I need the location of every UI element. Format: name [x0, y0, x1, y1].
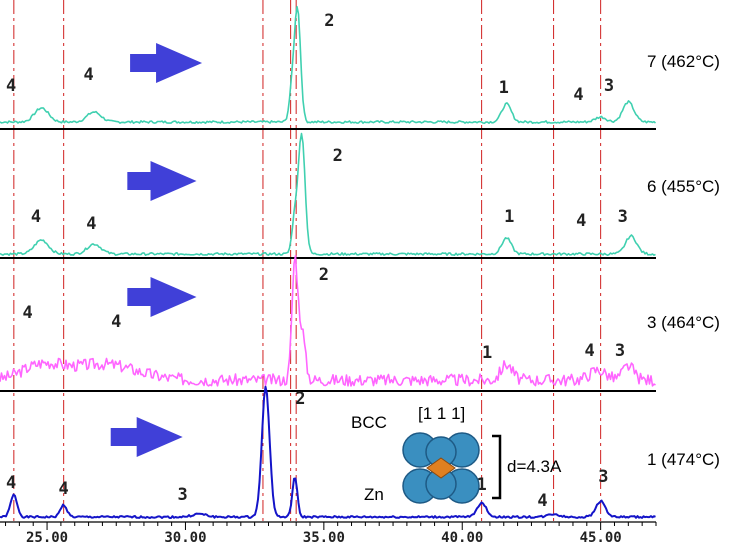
peak-label: 4 — [111, 312, 121, 332]
spectrum-trace — [0, 255, 656, 387]
bcc-crystal-icon — [402, 432, 502, 504]
shift-arrow-icon — [130, 43, 203, 83]
peak-label: 1 — [476, 475, 486, 495]
shift-arrow-icon — [127, 161, 197, 201]
spectrum-trace — [0, 385, 656, 519]
peak-labels: 4 4 2 1 4 3 4 4 2 1 4 3 4 4 2 1 4 3 4 4 3 2 1 4 3 — [6, 11, 628, 511]
peak-label: 2 — [333, 146, 343, 166]
element-label: Zn — [364, 485, 384, 504]
spectrum-trace — [0, 5, 657, 124]
peak-label: 1 — [504, 207, 514, 227]
peak-label: 3 — [178, 485, 188, 505]
spacing-label: d=4.3A — [507, 457, 562, 476]
direction-label: [1 1 1] — [418, 404, 466, 423]
peak-label: 4 — [31, 207, 41, 227]
peak-label: 4 — [584, 341, 594, 361]
panel-label-3: 3 (464°C) — [647, 313, 720, 332]
x-tick-label: 35.00 — [303, 530, 345, 545]
peak-label: 4 — [573, 85, 583, 105]
shift-arrow-icon — [110, 417, 183, 457]
peak-label: 2 — [324, 11, 334, 31]
peak-label: 2 — [295, 389, 305, 409]
bcc-label: BCC — [351, 413, 387, 432]
x-axis: 25.00 30.00 35.00 40.00 45.00 — [0, 521, 657, 545]
shift-arrows — [110, 43, 203, 457]
peak-label: 4 — [59, 479, 69, 499]
peak-label: 4 — [86, 214, 96, 234]
panel-label-6: 6 (455°C) — [647, 177, 720, 196]
panel-label-7: 7 (462°C) — [647, 52, 720, 71]
spacing-bracket — [492, 434, 502, 500]
center-atom — [426, 457, 456, 479]
peak-label: 1 — [482, 343, 492, 363]
peak-label: 4 — [6, 473, 16, 493]
x-tick-label: 40.00 — [441, 530, 483, 545]
peak-label: 3 — [618, 207, 628, 227]
peak-label: 4 — [83, 65, 93, 85]
reference-lines — [13, 0, 602, 525]
peak-label: 4 — [537, 491, 547, 511]
peak-label: 3 — [615, 341, 625, 361]
peak-label: 3 — [604, 76, 614, 96]
x-tick-label: 30.00 — [164, 530, 206, 545]
peak-label: 4 — [6, 76, 16, 96]
peak-label: 4 — [576, 211, 586, 231]
spectrum-trace — [0, 132, 656, 256]
shift-arrow-icon — [127, 277, 197, 317]
spectrum-traces — [0, 5, 657, 519]
peak-label: 1 — [499, 78, 509, 98]
peak-label: 4 — [23, 303, 33, 323]
x-tick-label: 25.00 — [26, 530, 68, 545]
x-tick-label: 45.00 — [580, 530, 622, 545]
peak-label: 2 — [319, 265, 329, 285]
panel-separators — [0, 128, 656, 392]
peak-label: 3 — [598, 467, 608, 487]
panel-label-1: 1 (474°C) — [647, 450, 720, 469]
